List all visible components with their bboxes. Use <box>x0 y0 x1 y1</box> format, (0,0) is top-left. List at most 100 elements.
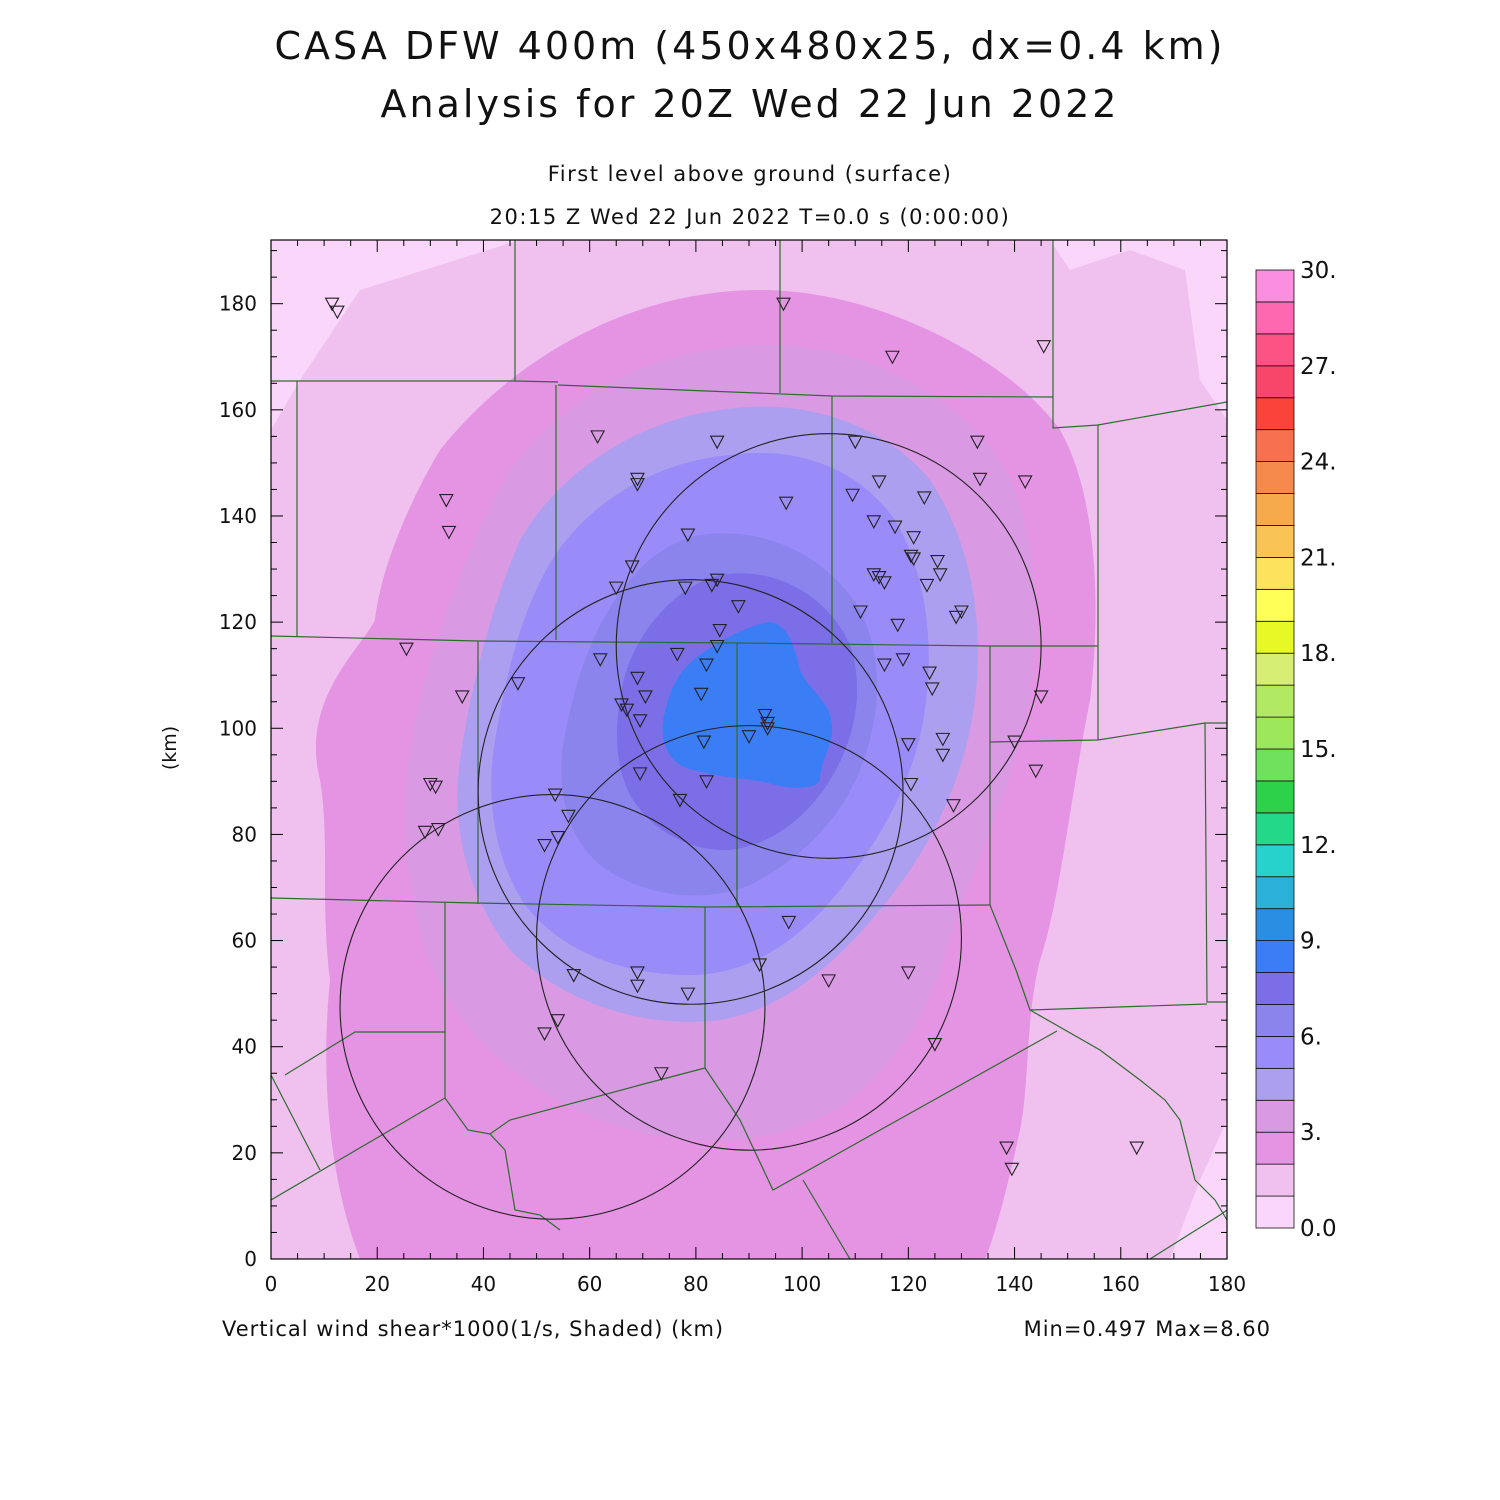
colorbar-swatch <box>1255 269 1295 303</box>
x-tick-label: 180 <box>1208 1272 1246 1296</box>
station-marker <box>866 515 882 529</box>
station-marker <box>903 777 919 792</box>
colorbar-swatch <box>1255 429 1295 462</box>
station-marker <box>630 979 645 994</box>
radar-range-rings <box>339 433 1042 1220</box>
station-marker <box>709 435 725 450</box>
station-marker <box>630 472 645 487</box>
station-marker <box>935 732 951 747</box>
colorbar-label: 21. <box>1300 545 1337 571</box>
axis-ticks <box>270 240 1228 1260</box>
y-tick-label: 60 <box>232 929 257 953</box>
station-marker <box>919 578 935 593</box>
shear-field <box>271 240 1227 1259</box>
station-marker <box>693 687 709 702</box>
x-tick-label: 40 <box>471 1272 496 1296</box>
station-marker <box>566 969 582 983</box>
station-marker <box>1028 764 1044 779</box>
colorbar-swatch <box>1255 972 1295 1005</box>
colorbar-swatch <box>1255 716 1295 750</box>
station-marker <box>632 767 648 782</box>
county-boundaries <box>271 240 1227 1259</box>
station-marker <box>547 788 563 803</box>
station-marker <box>428 780 444 795</box>
title-line-2: Analysis for 20Z Wed 22 Jun 2022 <box>380 82 1120 126</box>
station-marker <box>760 722 776 736</box>
station-marker <box>454 690 470 705</box>
station-marker <box>776 297 791 312</box>
station-marker <box>1036 340 1052 354</box>
station-marker <box>1017 475 1033 490</box>
colorbar-swatch <box>1255 748 1295 782</box>
station-marker <box>537 838 552 853</box>
y-tick-label: 140 <box>219 504 257 528</box>
y-tick-label: 40 <box>232 1035 257 1059</box>
station-marker <box>669 647 685 662</box>
station-marker <box>632 714 648 728</box>
station-marker <box>560 809 576 824</box>
station-marker <box>954 605 969 620</box>
station-marker <box>422 777 438 792</box>
y-tick-label: 80 <box>232 822 257 846</box>
station-marker <box>704 578 720 593</box>
y-tick-label: 100 <box>219 716 257 740</box>
x-tick-label: 0 <box>265 1272 278 1296</box>
station-marker <box>999 1141 1015 1156</box>
colorbar-swatch <box>1255 1004 1295 1037</box>
station-marker <box>677 581 693 596</box>
station-marker <box>709 573 725 588</box>
station-marker <box>730 600 746 614</box>
station-marker <box>935 748 951 763</box>
station-marker <box>550 1014 566 1028</box>
y-tick-label: 160 <box>219 398 257 422</box>
colorbar-swatch <box>1255 780 1295 814</box>
station-marker <box>847 435 863 450</box>
station-marker <box>1004 1162 1020 1177</box>
colorbar-swatch <box>1255 588 1295 622</box>
colorbar-swatch <box>1255 557 1295 590</box>
colorbar-swatch <box>1255 493 1295 526</box>
station-marker <box>1033 690 1049 705</box>
station-marker <box>699 775 714 789</box>
station-marker <box>877 576 892 590</box>
colorbar-label: 6. <box>1300 1024 1322 1050</box>
colorbar-swatch <box>1255 365 1295 399</box>
x-tick-label: 60 <box>577 1272 602 1296</box>
y-tick-label: 20 <box>232 1141 257 1165</box>
colorbar-label: 24. <box>1300 450 1337 476</box>
station-marker <box>930 555 945 569</box>
station-marker <box>680 987 696 1002</box>
y-tick-label: 180 <box>219 292 257 316</box>
station-marker <box>614 698 629 713</box>
x-tick-label: 160 <box>1102 1272 1140 1296</box>
colorbar-labels: 0.0 3. 6. 9. 12. 15. 18. 21. 24. 27. 30. <box>1300 258 1337 1242</box>
station-marker <box>592 653 608 667</box>
colorbar-label: 3. <box>1300 1120 1322 1146</box>
colorbar-swatch <box>1255 397 1295 431</box>
colorbar-swatch <box>1255 1067 1295 1101</box>
station-marker <box>781 915 797 930</box>
colorbar-swatch <box>1255 1195 1295 1229</box>
station-marker <box>900 738 916 752</box>
colorbar-swatch <box>1255 1163 1295 1197</box>
x-tick-label: 20 <box>364 1272 389 1296</box>
station-marker <box>696 735 712 750</box>
station-marker <box>884 350 900 365</box>
x-tick-label: 80 <box>683 1272 708 1296</box>
radar-ring-1 <box>615 433 1042 859</box>
station-marker <box>741 730 757 744</box>
station-marker <box>537 1027 552 1042</box>
station-marker <box>927 1038 943 1052</box>
station-marker <box>916 491 932 506</box>
radar-ring-3 <box>536 725 962 1151</box>
colorbar-label: 12. <box>1300 833 1337 859</box>
station-marker <box>871 570 887 585</box>
station-marker <box>624 560 640 575</box>
station-marker <box>895 653 911 667</box>
station-marker <box>329 305 345 320</box>
station-marker <box>653 1067 669 1081</box>
station-marker <box>399 642 414 657</box>
station-marker <box>972 472 988 487</box>
station-marker <box>866 568 882 583</box>
station-marker <box>630 478 645 492</box>
